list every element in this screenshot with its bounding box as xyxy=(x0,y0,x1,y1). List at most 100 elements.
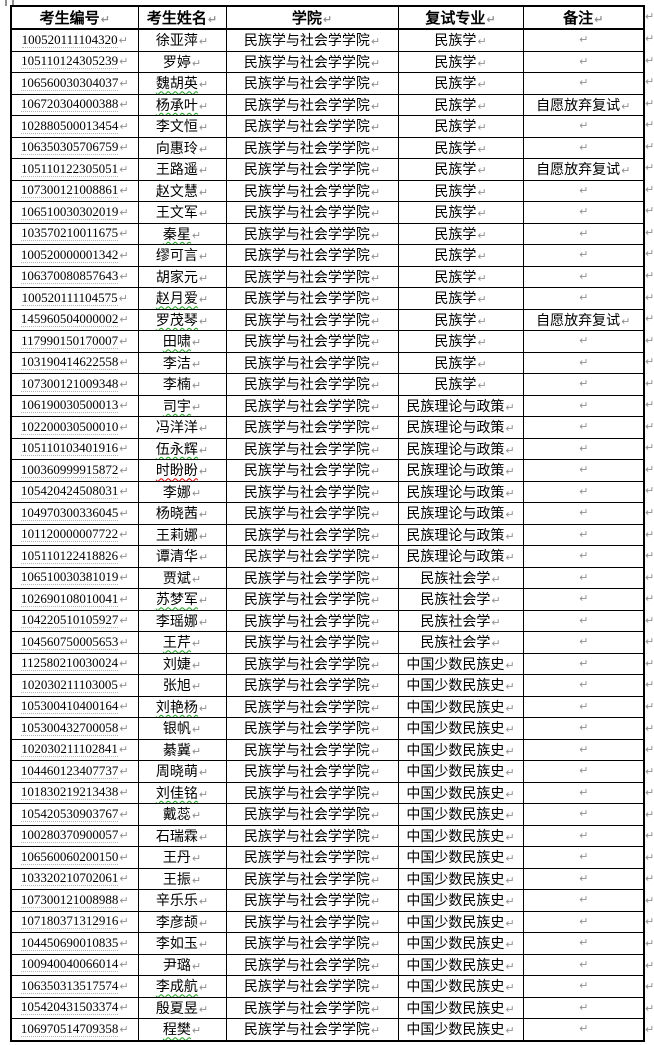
candidate-name-cell[interactable]: 向惠玲↵ xyxy=(137,136,227,159)
college-cell[interactable]: 民族学与社会学学院↵ xyxy=(225,910,399,933)
college-cell[interactable]: 民族学与社会学学院↵ xyxy=(225,72,399,95)
candidate-id-cell[interactable]: 106970514709358↵ xyxy=(10,1018,139,1041)
major-cell[interactable]: 民族学↵ xyxy=(397,158,524,181)
major-cell[interactable]: 中国少数民族史↵ xyxy=(397,975,524,998)
college-cell[interactable]: 民族学与社会学学院↵ xyxy=(225,115,399,138)
college-cell[interactable]: 民族学与社会学学院↵ xyxy=(225,308,399,331)
major-cell[interactable]: 民族社会学↵ xyxy=(397,631,524,654)
candidate-id-cell[interactable]: 100520000001342↵ xyxy=(10,244,139,267)
college-cell[interactable]: 民族学与社会学学院↵ xyxy=(225,158,399,181)
college-cell[interactable]: 民族学与社会学学院↵ xyxy=(225,889,399,912)
candidate-id-cell[interactable]: 105110124305239↵ xyxy=(10,50,139,73)
note-cell[interactable]: ↵ xyxy=(522,652,645,675)
college-cell[interactable]: 民族学与社会学学院↵ xyxy=(225,93,399,116)
candidate-id-cell[interactable]: 104560750005653↵ xyxy=(10,631,139,654)
college-cell[interactable]: 民族学与社会学学院↵ xyxy=(225,222,399,245)
major-cell[interactable]: 民族学↵ xyxy=(397,50,524,73)
major-cell[interactable]: 中国少数民族史↵ xyxy=(397,996,524,1019)
candidate-id-cell[interactable]: 105420530903767↵ xyxy=(10,803,139,826)
note-cell[interactable]: ↵ xyxy=(522,803,645,826)
candidate-name-cell[interactable]: 杨承叶↵ xyxy=(137,93,227,116)
college-cell[interactable]: 民族学与社会学学院↵ xyxy=(225,867,399,890)
major-cell[interactable]: 民族理论与政策↵ xyxy=(397,480,524,503)
candidate-id-cell[interactable]: 107300121008988↵ xyxy=(10,889,139,912)
candidate-id-cell[interactable]: 103190414622558↵ xyxy=(10,351,139,374)
candidate-name-cell[interactable]: 徐亚萍↵ xyxy=(137,28,227,52)
college-cell[interactable]: 民族学与社会学学院↵ xyxy=(225,932,399,955)
candidate-name-cell[interactable]: 周晓萌↵ xyxy=(137,760,227,783)
note-cell[interactable]: ↵ xyxy=(522,846,645,869)
note-cell[interactable]: ↵ xyxy=(522,975,645,998)
college-cell[interactable]: 民族学与社会学学院↵ xyxy=(225,717,399,740)
major-cell[interactable]: 民族学↵ xyxy=(397,136,524,159)
major-cell[interactable]: 民族理论与政策↵ xyxy=(397,416,524,439)
candidate-name-cell[interactable]: 苏梦军↵ xyxy=(137,588,227,611)
note-cell[interactable]: ↵ xyxy=(522,760,645,783)
candidate-id-cell[interactable]: 104450690010835↵ xyxy=(10,932,139,955)
candidate-id-cell[interactable]: 117990150170007↵ xyxy=(10,330,139,353)
header-candidate-id[interactable]: 考生编号↵ xyxy=(10,5,139,30)
major-cell[interactable]: 民族学↵ xyxy=(397,265,524,288)
major-cell[interactable]: 民族理论与政策↵ xyxy=(397,502,524,525)
college-cell[interactable]: 民族学与社会学学院↵ xyxy=(225,394,399,417)
major-cell[interactable]: 中国少数民族史↵ xyxy=(397,781,524,804)
college-cell[interactable]: 民族学与社会学学院↵ xyxy=(225,631,399,654)
candidate-id-cell[interactable]: 100360999915872↵ xyxy=(10,459,139,482)
note-cell[interactable]: ↵ xyxy=(522,523,645,546)
note-cell[interactable]: ↵ xyxy=(522,222,645,245)
note-cell[interactable]: ↵ xyxy=(522,351,645,374)
college-cell[interactable]: 民族学与社会学学院↵ xyxy=(225,975,399,998)
major-cell[interactable]: 民族理论与政策↵ xyxy=(397,545,524,568)
major-cell[interactable]: 中国少数民族史↵ xyxy=(397,867,524,890)
candidate-id-cell[interactable]: 145960504000002↵ xyxy=(10,308,139,331)
note-cell[interactable]: ↵ xyxy=(522,932,645,955)
college-cell[interactable]: 民族学与社会学学院↵ xyxy=(225,545,399,568)
candidate-name-cell[interactable]: 杨晓茜↵ xyxy=(137,502,227,525)
major-cell[interactable]: 民族学↵ xyxy=(397,287,524,310)
candidate-name-cell[interactable]: 李如玉↵ xyxy=(137,932,227,955)
candidate-name-cell[interactable]: 罗婷↵ xyxy=(137,50,227,73)
major-cell[interactable]: 民族学↵ xyxy=(397,93,524,116)
candidate-id-cell[interactable]: 104970300336045↵ xyxy=(10,502,139,525)
candidate-id-cell[interactable]: 100520111104575↵ xyxy=(10,287,139,310)
candidate-name-cell[interactable]: 王路遥↵ xyxy=(137,158,227,181)
note-cell[interactable]: ↵ xyxy=(522,502,645,525)
note-cell[interactable]: ↵ xyxy=(522,588,645,611)
major-cell[interactable]: 中国少数民族史↵ xyxy=(397,889,524,912)
candidate-id-cell[interactable]: 101830219213438↵ xyxy=(10,781,139,804)
college-cell[interactable]: 民族学与社会学学院↵ xyxy=(225,50,399,73)
candidate-name-cell[interactable]: 刘艳杨↵ xyxy=(137,695,227,718)
major-cell[interactable]: 民族学↵ xyxy=(397,115,524,138)
note-cell[interactable]: ↵ xyxy=(522,824,645,847)
college-cell[interactable]: 民族学与社会学学院↵ xyxy=(225,996,399,1019)
major-cell[interactable]: 民族理论与政策↵ xyxy=(397,394,524,417)
candidate-name-cell[interactable]: 刘婕↵ xyxy=(137,652,227,675)
candidate-name-cell[interactable]: 刘佳铭↵ xyxy=(137,781,227,804)
candidate-id-cell[interactable]: 107300121008861↵ xyxy=(10,179,139,202)
note-cell[interactable]: ↵ xyxy=(522,480,645,503)
candidate-id-cell[interactable]: 105300410400164↵ xyxy=(10,695,139,718)
note-cell[interactable]: ↵ xyxy=(522,545,645,568)
candidate-name-cell[interactable]: 贾斌↵ xyxy=(137,566,227,589)
note-cell[interactable]: ↵ xyxy=(522,566,645,589)
major-cell[interactable]: 民族学↵ xyxy=(397,373,524,396)
major-cell[interactable]: 民族理论与政策↵ xyxy=(397,523,524,546)
note-cell[interactable]: ↵ xyxy=(522,201,645,224)
major-cell[interactable]: 中国少数民族史↵ xyxy=(397,953,524,976)
candidate-id-cell[interactable]: 106560060200150↵ xyxy=(10,846,139,869)
college-cell[interactable]: 民族学与社会学学院↵ xyxy=(225,287,399,310)
candidate-name-cell[interactable]: 綦冀↵ xyxy=(137,738,227,761)
candidate-name-cell[interactable]: 李文恒↵ xyxy=(137,115,227,138)
candidate-id-cell[interactable]: 106510030381019↵ xyxy=(10,566,139,589)
candidate-name-cell[interactable]: 殷夏昱↵ xyxy=(137,996,227,1019)
candidate-id-cell[interactable]: 105300432700058↵ xyxy=(10,717,139,740)
college-cell[interactable]: 民族学与社会学学院↵ xyxy=(225,136,399,159)
major-cell[interactable]: 民族学↵ xyxy=(397,179,524,202)
note-cell[interactable]: ↵ xyxy=(522,953,645,976)
major-cell[interactable]: 民族学↵ xyxy=(397,28,524,52)
candidate-id-cell[interactable]: 107180371312916↵ xyxy=(10,910,139,933)
candidate-name-cell[interactable]: 王丹↵ xyxy=(137,846,227,869)
major-cell[interactable]: 民族理论与政策↵ xyxy=(397,459,524,482)
candidate-name-cell[interactable]: 时盼盼↵ xyxy=(137,459,227,482)
note-cell[interactable]: 自愿放弃复试↵ xyxy=(522,93,645,116)
